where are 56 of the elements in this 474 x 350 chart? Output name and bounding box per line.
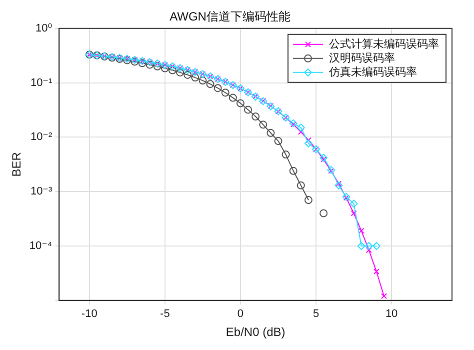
point xyxy=(320,156,327,162)
point xyxy=(296,181,305,190)
point xyxy=(184,70,192,79)
x-tick-label: 10 xyxy=(385,308,398,320)
y-tick-label: 10⁻¹ xyxy=(30,76,52,89)
point xyxy=(176,68,184,76)
y-tick-label: 10⁻² xyxy=(30,131,52,144)
point xyxy=(320,154,328,162)
point xyxy=(366,247,372,254)
point xyxy=(228,94,237,102)
x-tick-label: -10 xyxy=(81,308,98,320)
point xyxy=(364,242,373,250)
y-tick-label: 10⁻³ xyxy=(30,186,52,198)
point xyxy=(373,268,380,274)
x-tick-label: 0 xyxy=(237,308,244,320)
x-axis-title: Eb/N0 (dB) xyxy=(226,325,286,340)
point xyxy=(372,242,380,250)
point xyxy=(350,200,358,208)
legend-label: 仿真未编码误码率 xyxy=(328,65,417,78)
point xyxy=(244,106,252,114)
point xyxy=(252,112,260,121)
point xyxy=(304,139,312,148)
point xyxy=(206,80,214,88)
point xyxy=(146,60,154,69)
x-tick-label: 5 xyxy=(312,308,320,320)
point xyxy=(138,59,146,68)
chart-title: AWGN信道下编码性能 xyxy=(170,10,290,24)
x-tick-label: -5 xyxy=(160,308,170,320)
point xyxy=(274,137,282,146)
point xyxy=(358,228,364,234)
legend-label: 公式计算未编码误码率 xyxy=(329,37,439,50)
point xyxy=(296,124,305,132)
point xyxy=(357,242,366,250)
point xyxy=(320,209,328,218)
point xyxy=(153,62,162,70)
point xyxy=(381,293,387,300)
point xyxy=(298,128,304,135)
point xyxy=(221,88,230,97)
point xyxy=(168,66,176,74)
point xyxy=(266,128,275,137)
y-tick-label: 10⁻⁴ xyxy=(29,240,52,252)
point xyxy=(289,166,298,175)
point xyxy=(282,150,290,159)
y-tick-label: 10⁰ xyxy=(36,22,53,34)
point xyxy=(191,74,200,82)
point xyxy=(304,196,312,204)
point xyxy=(334,181,343,190)
point xyxy=(236,99,244,108)
point xyxy=(259,120,268,129)
point xyxy=(160,64,169,72)
point xyxy=(198,76,207,85)
y-axis-title: BER xyxy=(10,152,24,177)
point xyxy=(214,84,222,92)
legend-label: 汉明码误码率 xyxy=(329,51,395,64)
point xyxy=(336,180,342,187)
point xyxy=(350,210,357,216)
